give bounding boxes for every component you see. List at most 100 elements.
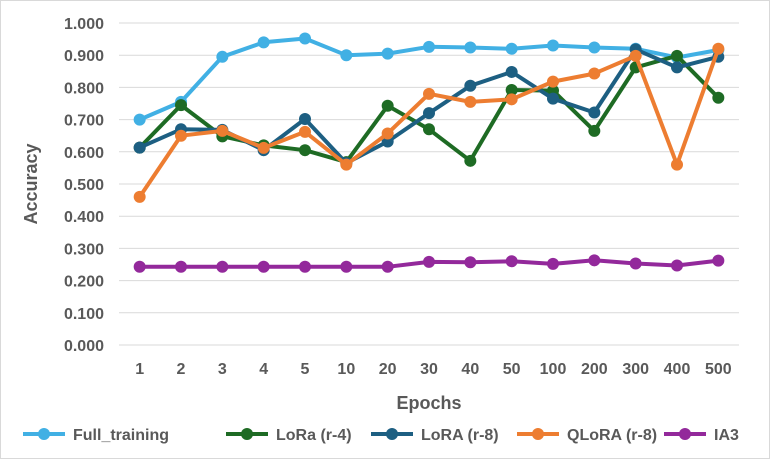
- y-tick-label: 0.200: [64, 274, 104, 291]
- data-point: [423, 255, 435, 268]
- legend-swatch-marker: [241, 428, 253, 440]
- legend-item: LoRa (r-4): [226, 427, 352, 444]
- data-point: [133, 260, 146, 273]
- data-point: [712, 42, 725, 55]
- legend-label: IA3: [714, 427, 739, 444]
- data-point: [629, 49, 642, 62]
- data-point: [133, 141, 146, 154]
- x-tick-label: 5: [301, 361, 310, 378]
- gridlines: [119, 22, 739, 346]
- data-point: [588, 67, 601, 80]
- data-point: [547, 92, 559, 105]
- series-ia3: [133, 254, 725, 273]
- x-tick-label: 1: [135, 361, 144, 378]
- x-tick-label: 50: [503, 361, 521, 378]
- data-point: [712, 91, 725, 104]
- data-point: [547, 257, 559, 270]
- data-point: [505, 83, 518, 96]
- data-point: [671, 158, 683, 171]
- y-tick-label: 0.300: [64, 241, 104, 258]
- data-point: [505, 93, 518, 106]
- data-point: [299, 260, 311, 273]
- y-tick-label: 0.800: [64, 80, 104, 97]
- y-tick-label: 0.700: [64, 113, 104, 130]
- data-point: [133, 190, 146, 203]
- legend-label: QLoRA (r-8): [567, 427, 657, 444]
- data-point: [175, 260, 187, 273]
- x-tick-label: 400: [664, 361, 691, 378]
- data-point: [340, 49, 353, 62]
- data-point: [629, 257, 642, 270]
- legend-label: LoRa (r-4): [276, 427, 352, 444]
- data-point: [216, 124, 229, 137]
- data-point: [464, 79, 477, 92]
- legend-item: LoRA (r-8): [371, 427, 499, 444]
- data-point: [547, 39, 559, 52]
- data-point: [299, 112, 311, 125]
- x-tick-label: 500: [705, 361, 732, 378]
- data-point: [588, 106, 601, 119]
- legend-swatch-marker: [532, 428, 544, 440]
- y-axis-title: Accuracy: [21, 143, 41, 224]
- data-point: [340, 158, 353, 171]
- data-point: [423, 123, 435, 136]
- x-axis-title: Epochs: [396, 393, 461, 413]
- data-point: [175, 129, 187, 142]
- data-point: [671, 61, 683, 74]
- data-point: [505, 42, 518, 55]
- series-qlora-r-8: [133, 42, 725, 203]
- legend-item: QLoRA (r-8): [517, 427, 657, 444]
- y-tick-label: 0.600: [64, 145, 104, 162]
- x-tick-label: 40: [461, 361, 479, 378]
- data-point: [257, 36, 270, 49]
- x-tick-label: 30: [420, 361, 438, 378]
- x-tick-label: 20: [379, 361, 397, 378]
- data-point: [588, 254, 601, 267]
- y-tick-label: 0.500: [64, 177, 104, 194]
- data-point: [381, 47, 394, 60]
- y-axis-ticks: 0.000 0.100 0.200 0.300 0.400 0.500 0.600 0.700…: [64, 16, 104, 355]
- data-point: [671, 49, 683, 62]
- y-tick-label: 0.100: [64, 306, 104, 323]
- data-point: [381, 127, 394, 140]
- series-group: [133, 32, 725, 273]
- data-point: [423, 87, 435, 100]
- data-point: [547, 75, 559, 88]
- data-point: [671, 259, 683, 272]
- data-point: [712, 254, 725, 267]
- x-tick-label: 3: [218, 361, 227, 378]
- data-point: [299, 32, 311, 45]
- x-tick-label: 10: [337, 361, 355, 378]
- data-point: [381, 260, 394, 273]
- legend-item: Full_training: [23, 427, 169, 444]
- data-point: [299, 125, 311, 138]
- data-point: [216, 260, 229, 273]
- y-tick-label: 0.900: [64, 48, 104, 65]
- legend-swatch-marker: [679, 428, 691, 440]
- data-point: [423, 107, 435, 120]
- data-point: [588, 41, 601, 54]
- x-tick-label: 4: [259, 361, 268, 378]
- x-tick-label: 300: [622, 361, 649, 378]
- data-point: [175, 99, 187, 112]
- data-point: [299, 144, 311, 157]
- data-point: [340, 260, 353, 273]
- data-point: [464, 95, 477, 108]
- legend-swatch-marker: [386, 428, 398, 440]
- data-point: [257, 260, 270, 273]
- legend-item: IA3: [664, 427, 739, 444]
- legend-label: LoRA (r-8): [421, 427, 499, 444]
- y-tick-label: 0.400: [64, 209, 104, 226]
- data-point: [381, 99, 394, 112]
- x-axis-ticks: 1 2 3 4 5 10 20 30 40 50 100 200 300 400 500: [135, 361, 732, 378]
- data-point: [216, 50, 229, 63]
- y-tick-label: 0.000: [64, 338, 104, 355]
- data-point: [505, 65, 518, 78]
- data-point: [257, 141, 270, 154]
- x-tick-label: 2: [177, 361, 186, 378]
- legend-label: Full_training: [73, 427, 169, 444]
- x-tick-label: 100: [540, 361, 567, 378]
- data-point: [133, 113, 146, 126]
